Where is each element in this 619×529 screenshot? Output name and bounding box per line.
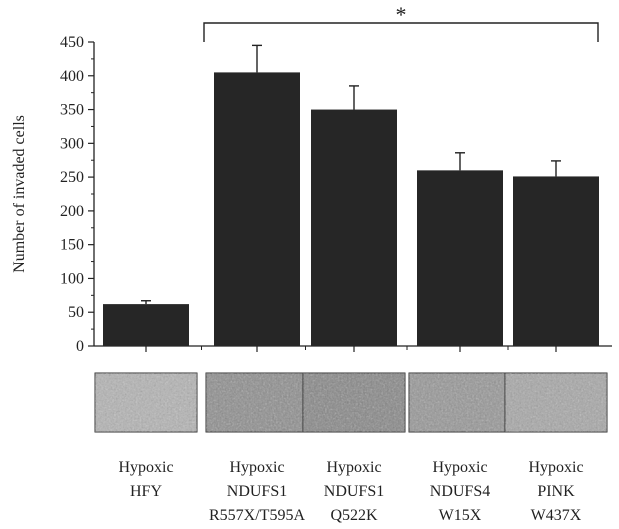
significance-bracket <box>203 22 599 42</box>
bar <box>513 176 599 346</box>
y-axis-title: Number of invaded cells <box>11 115 28 273</box>
y-tick-label: 300 <box>60 135 84 152</box>
micrograph-texture <box>95 373 197 432</box>
micrograph-texture <box>206 373 308 432</box>
y-tick-label: 450 <box>60 34 84 51</box>
bar <box>214 72 300 347</box>
y-tick-label: 200 <box>60 203 84 220</box>
micrograph-panel <box>302 372 406 433</box>
category-label-line: NDUFS1 <box>324 483 384 500</box>
category-label-line: W437X <box>531 507 582 524</box>
category-label-line: NDUFS1 <box>227 483 287 500</box>
y-tick-label: 0 <box>76 338 84 355</box>
bar <box>417 170 503 346</box>
micrograph-strip <box>94 372 608 433</box>
y-tick-label: 150 <box>60 237 84 254</box>
y-tick-label: 100 <box>60 270 84 287</box>
micrograph-texture <box>505 373 607 432</box>
category-label-line: PINK <box>537 483 575 500</box>
bar <box>311 109 397 346</box>
category-label-line: HFY <box>130 483 162 500</box>
category-label-line: Q522K <box>330 507 378 524</box>
category-label-line: W15X <box>439 507 482 524</box>
y-tick-label: 250 <box>60 169 84 186</box>
category-label-line: Hypoxic <box>229 459 284 476</box>
category-label-line: Hypoxic <box>528 459 583 476</box>
bar <box>103 304 189 346</box>
category-label-line: R557X/T595A <box>209 507 305 524</box>
y-tick-label: 50 <box>68 304 84 321</box>
category-label-line: Hypoxic <box>432 459 487 476</box>
micrograph-panel <box>408 372 512 433</box>
micrograph-texture <box>303 373 405 432</box>
category-label-line: Hypoxic <box>326 459 381 476</box>
micrograph-panel <box>205 372 309 433</box>
plot-area: 0 50 100 150 200 250 300 350 400 450 Number of inv… <box>11 34 612 355</box>
micrograph-texture <box>409 373 511 432</box>
category-label-line: Hypoxic <box>118 459 173 476</box>
y-tick-label: 350 <box>60 102 84 119</box>
significance-label: * <box>396 2 407 27</box>
micrograph-panel <box>504 372 608 433</box>
significance-group: * <box>203 2 599 42</box>
category-label-line: NDUFS4 <box>430 483 490 500</box>
y-tick-label: 400 <box>60 68 84 85</box>
micrograph-panel <box>94 372 198 433</box>
category-labels: Hypoxic HFY Hypoxic NDUFS1 R557X/T595A Hypoxi… <box>118 459 583 524</box>
